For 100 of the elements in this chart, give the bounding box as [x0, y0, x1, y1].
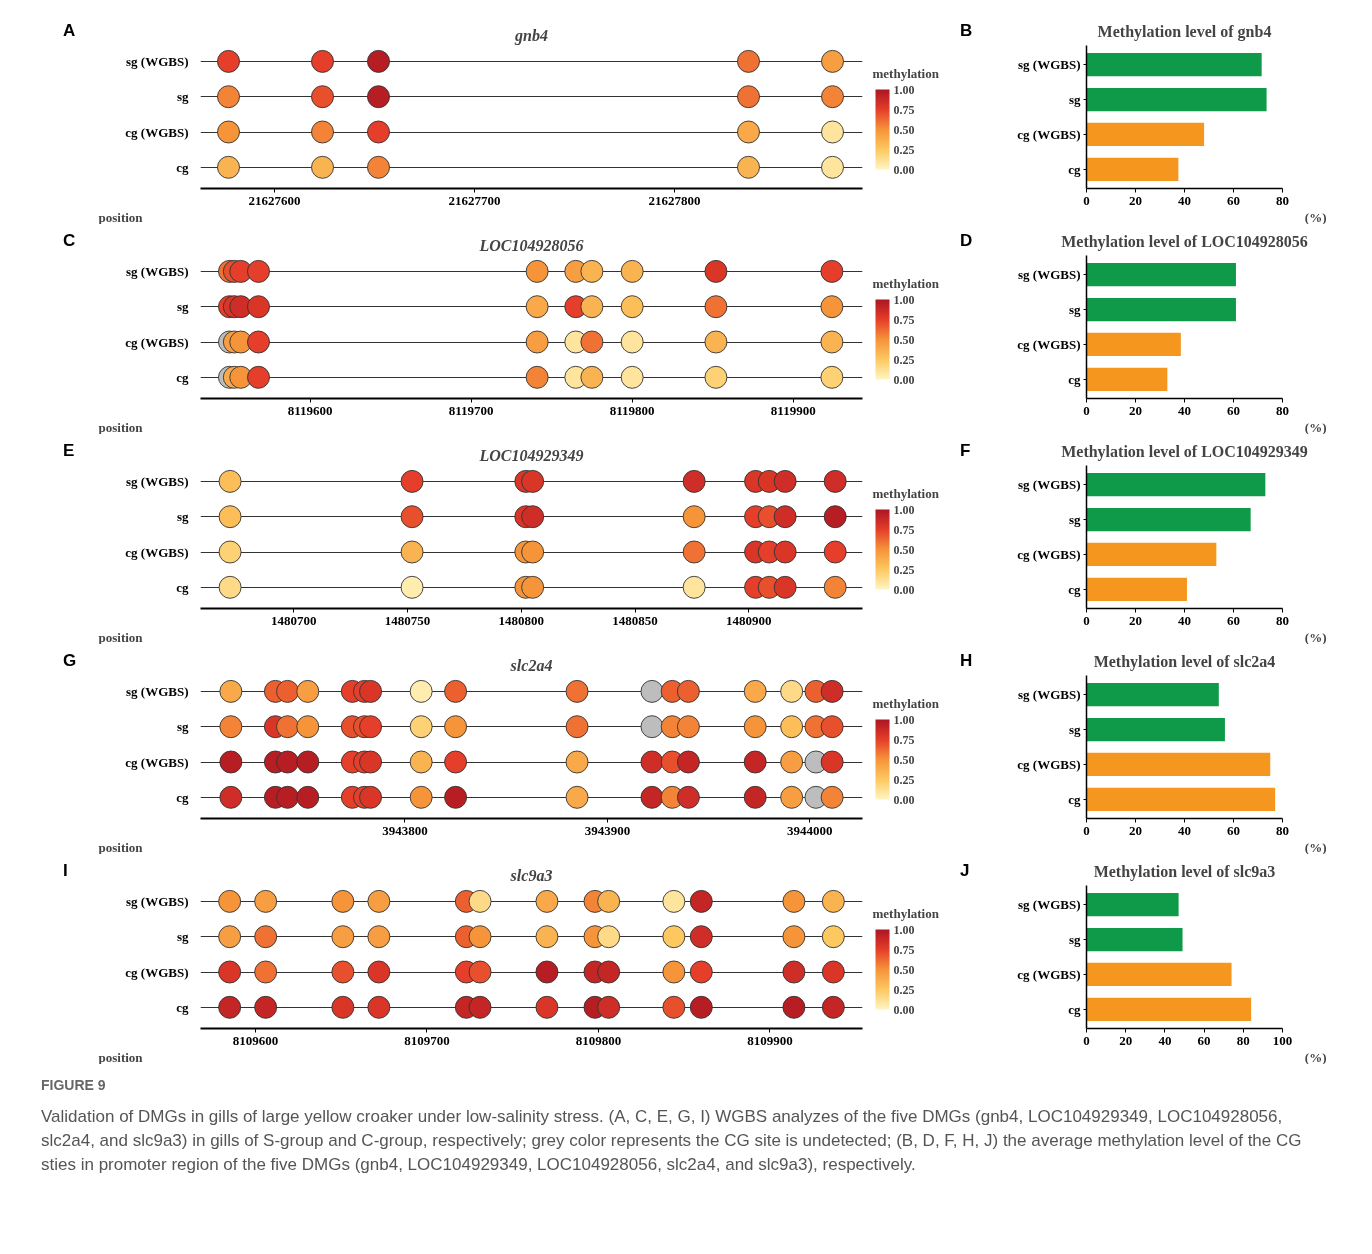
x-tick-label: 40	[1178, 402, 1191, 418]
point	[737, 120, 760, 144]
point	[521, 575, 545, 599]
point	[689, 960, 713, 984]
point	[521, 540, 545, 564]
point	[565, 715, 589, 739]
y-tick-label: cg	[1068, 371, 1081, 387]
chart-title: Methylation level of slc2a4	[1093, 652, 1276, 671]
y-tick-label: sg (WGBS)	[1018, 267, 1081, 283]
x-tick-label: 80	[1276, 192, 1289, 208]
point	[247, 330, 270, 354]
point	[367, 49, 390, 73]
point	[820, 715, 844, 739]
point	[409, 679, 433, 703]
point	[359, 679, 383, 703]
color-bar-label: 0.00	[893, 582, 915, 597]
text: J	[960, 860, 970, 882]
y-tick-label: sg (WGBS)	[1018, 687, 1081, 703]
point	[780, 750, 804, 774]
y-tick-label: sg	[1068, 92, 1081, 108]
text: F	[960, 440, 971, 462]
bar	[1086, 752, 1271, 777]
chart-title: LOC104928056	[478, 236, 584, 254]
y-tick-label: sg (WGBS)	[1018, 897, 1081, 913]
y-tick-label: sg	[1068, 512, 1081, 528]
point	[400, 575, 424, 599]
x-tick-label: 8109800	[575, 1032, 622, 1048]
x-tick-label: 8119700	[448, 402, 494, 418]
point	[620, 330, 644, 354]
y-tick-label: cg	[176, 579, 189, 595]
point	[580, 295, 604, 319]
point	[409, 750, 433, 774]
chart-title: Methylation level of slc9a3	[1093, 862, 1276, 881]
x-tick-label: 0	[1083, 192, 1090, 208]
point	[218, 540, 242, 564]
point	[682, 575, 706, 599]
x-axis-title: (%)	[1304, 1049, 1327, 1065]
point	[276, 785, 299, 809]
point	[782, 925, 806, 949]
x-tick-label: 21627800	[648, 192, 701, 208]
chart-title: Methylation level of LOC104929349	[1061, 442, 1308, 461]
point	[780, 679, 804, 703]
x-tick-label: 40	[1158, 1032, 1172, 1048]
x-tick-label: 60	[1227, 612, 1240, 628]
y-tick-label: cg (WGBS)	[1017, 756, 1081, 772]
color-bar-label: 0.75	[893, 312, 915, 327]
color-bar-label: 0.00	[893, 372, 915, 387]
y-tick-label: sg (WGBS)	[1018, 477, 1081, 493]
x-axis-title: (%)	[1304, 629, 1327, 645]
x-tick-label: 8109600	[232, 1032, 279, 1048]
point	[247, 259, 270, 283]
x-axis-title: (%)	[1304, 209, 1327, 225]
point	[737, 49, 760, 73]
y-tick-label: sg (WGBS)	[1018, 57, 1081, 73]
point	[276, 750, 299, 774]
color-bar-label: 0.25	[893, 352, 915, 367]
x-tick-label: 0	[1083, 612, 1090, 628]
chart-title: LOC104929349	[478, 446, 584, 464]
color-bar-label: 0.75	[893, 942, 915, 957]
bar	[1086, 997, 1252, 1021]
x-axis-title: position	[98, 1049, 144, 1065]
x-tick-label: 80	[1276, 612, 1289, 628]
x-tick-label: 40	[1178, 192, 1191, 208]
x-tick-label: 20	[1129, 402, 1142, 418]
x-tick-label: 21627600	[248, 192, 301, 208]
x-tick-label: 1480700	[271, 612, 317, 628]
y-tick-label: cg (WGBS)	[125, 124, 189, 140]
point	[218, 505, 242, 529]
point	[247, 365, 270, 389]
point	[565, 679, 589, 703]
x-tick-label: 8109900	[747, 1032, 793, 1048]
y-tick-label: sg	[1068, 302, 1081, 318]
color-bar-label: 0.50	[893, 332, 915, 347]
point	[359, 785, 383, 809]
bar	[1086, 787, 1276, 811]
bar	[1086, 367, 1168, 391]
text: C	[63, 230, 76, 252]
y-tick-label: sg (WGBS)	[126, 53, 189, 69]
bar	[1086, 717, 1225, 742]
bar	[1086, 577, 1187, 601]
bar	[1086, 962, 1232, 987]
x-tick-label: 1480900	[726, 612, 772, 628]
point	[367, 85, 390, 109]
text: I	[63, 860, 68, 882]
point	[620, 365, 644, 389]
x-tick-label: 8119600	[287, 402, 333, 418]
y-tick-label: cg (WGBS)	[1017, 966, 1081, 982]
y-tick-label: cg	[1068, 791, 1081, 807]
point	[743, 750, 767, 774]
bar	[1086, 332, 1181, 357]
bar	[1086, 122, 1205, 147]
y-tick-label: cg	[1068, 1001, 1081, 1017]
x-tick-label: 8119800	[609, 402, 655, 418]
x-tick-label: 100	[1272, 1032, 1293, 1048]
text: H	[960, 650, 973, 672]
chart-title: gnb4	[514, 26, 548, 45]
chart-title: Methylation level of gnb4	[1097, 22, 1272, 41]
point	[400, 540, 424, 564]
bar	[1086, 893, 1179, 917]
text: D	[960, 230, 973, 252]
